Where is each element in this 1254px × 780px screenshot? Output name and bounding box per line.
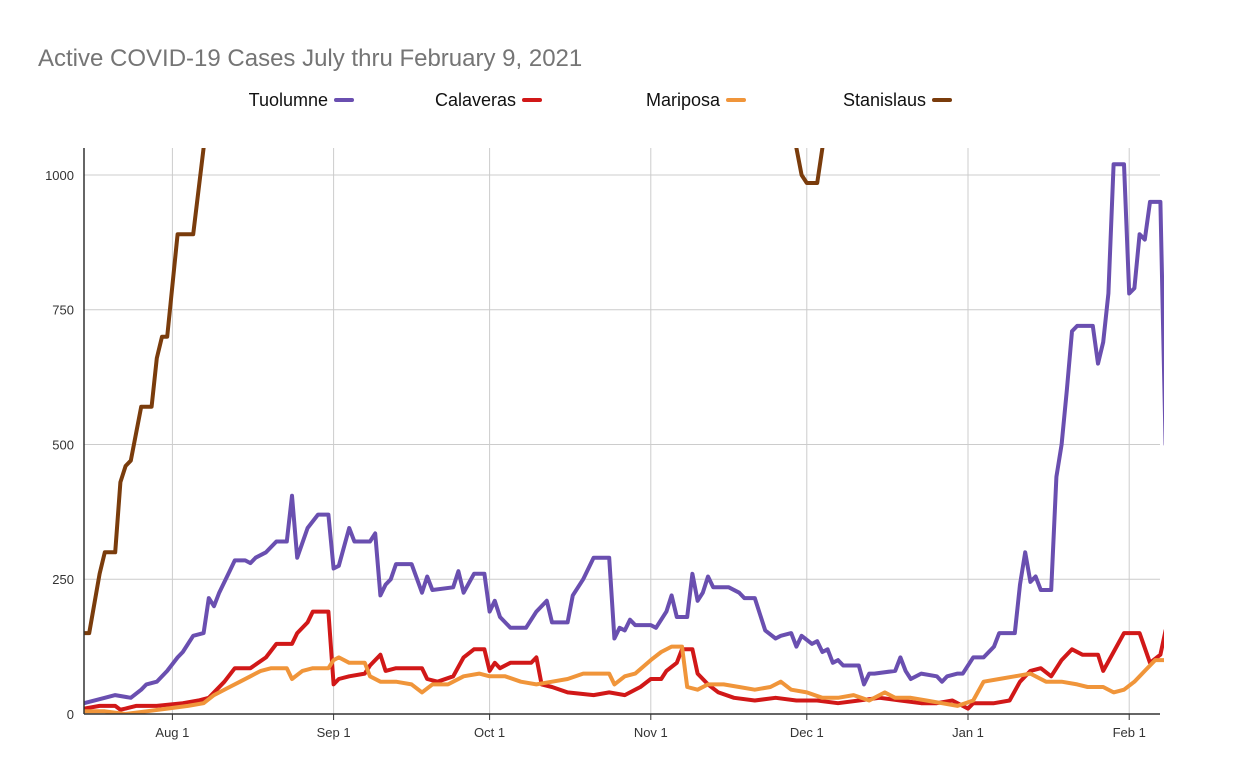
grid <box>84 148 1160 714</box>
y-tick-label: 750 <box>52 303 74 318</box>
x-tick-label: Oct 1 <box>474 725 505 740</box>
x-tick-label: Jan 1 <box>952 725 984 740</box>
chart-title: Active COVID-19 Cases July thru February… <box>38 45 582 72</box>
legend-item-calaveras: Calaveras <box>435 90 542 110</box>
legend-item-stanislaus: Stanislaus <box>843 90 952 110</box>
axes <box>83 148 1160 720</box>
x-tick-label: Sep 1 <box>317 725 351 740</box>
series-layer <box>84 148 1164 714</box>
series-line-calaveras <box>84 609 1164 712</box>
y-tick-label: 0 <box>67 707 74 722</box>
series-line-stanislaus <box>84 148 825 636</box>
legend-label-calaveras: Calaveras <box>435 90 516 110</box>
y-tick-label: 500 <box>52 437 74 452</box>
series-line-mariposa <box>84 644 1164 714</box>
x-tick-label: Dec 1 <box>790 725 824 740</box>
legend-label-mariposa: Mariposa <box>646 90 721 110</box>
tick-labels: 0 250 500 750 1000 Aug 1 Sep 1 Oct 1 Nov 1 Dec 1 J… <box>45 168 1146 740</box>
legend-item-tuolumne: Tuolumne <box>249 90 354 110</box>
legend: Tuolumne Calaveras Mariposa Stanislaus <box>249 90 952 110</box>
y-tick-label: 250 <box>52 572 74 587</box>
legend-item-mariposa: Mariposa <box>646 90 746 110</box>
y-tick-label: 1000 <box>45 168 74 183</box>
x-tick-label: Feb 1 <box>1113 725 1146 740</box>
series-line-tuolumne <box>84 162 1164 706</box>
legend-label-tuolumne: Tuolumne <box>249 90 328 110</box>
x-tick-label: Aug 1 <box>155 725 189 740</box>
x-tick-label: Nov 1 <box>634 725 668 740</box>
legend-label-stanislaus: Stanislaus <box>843 90 926 110</box>
